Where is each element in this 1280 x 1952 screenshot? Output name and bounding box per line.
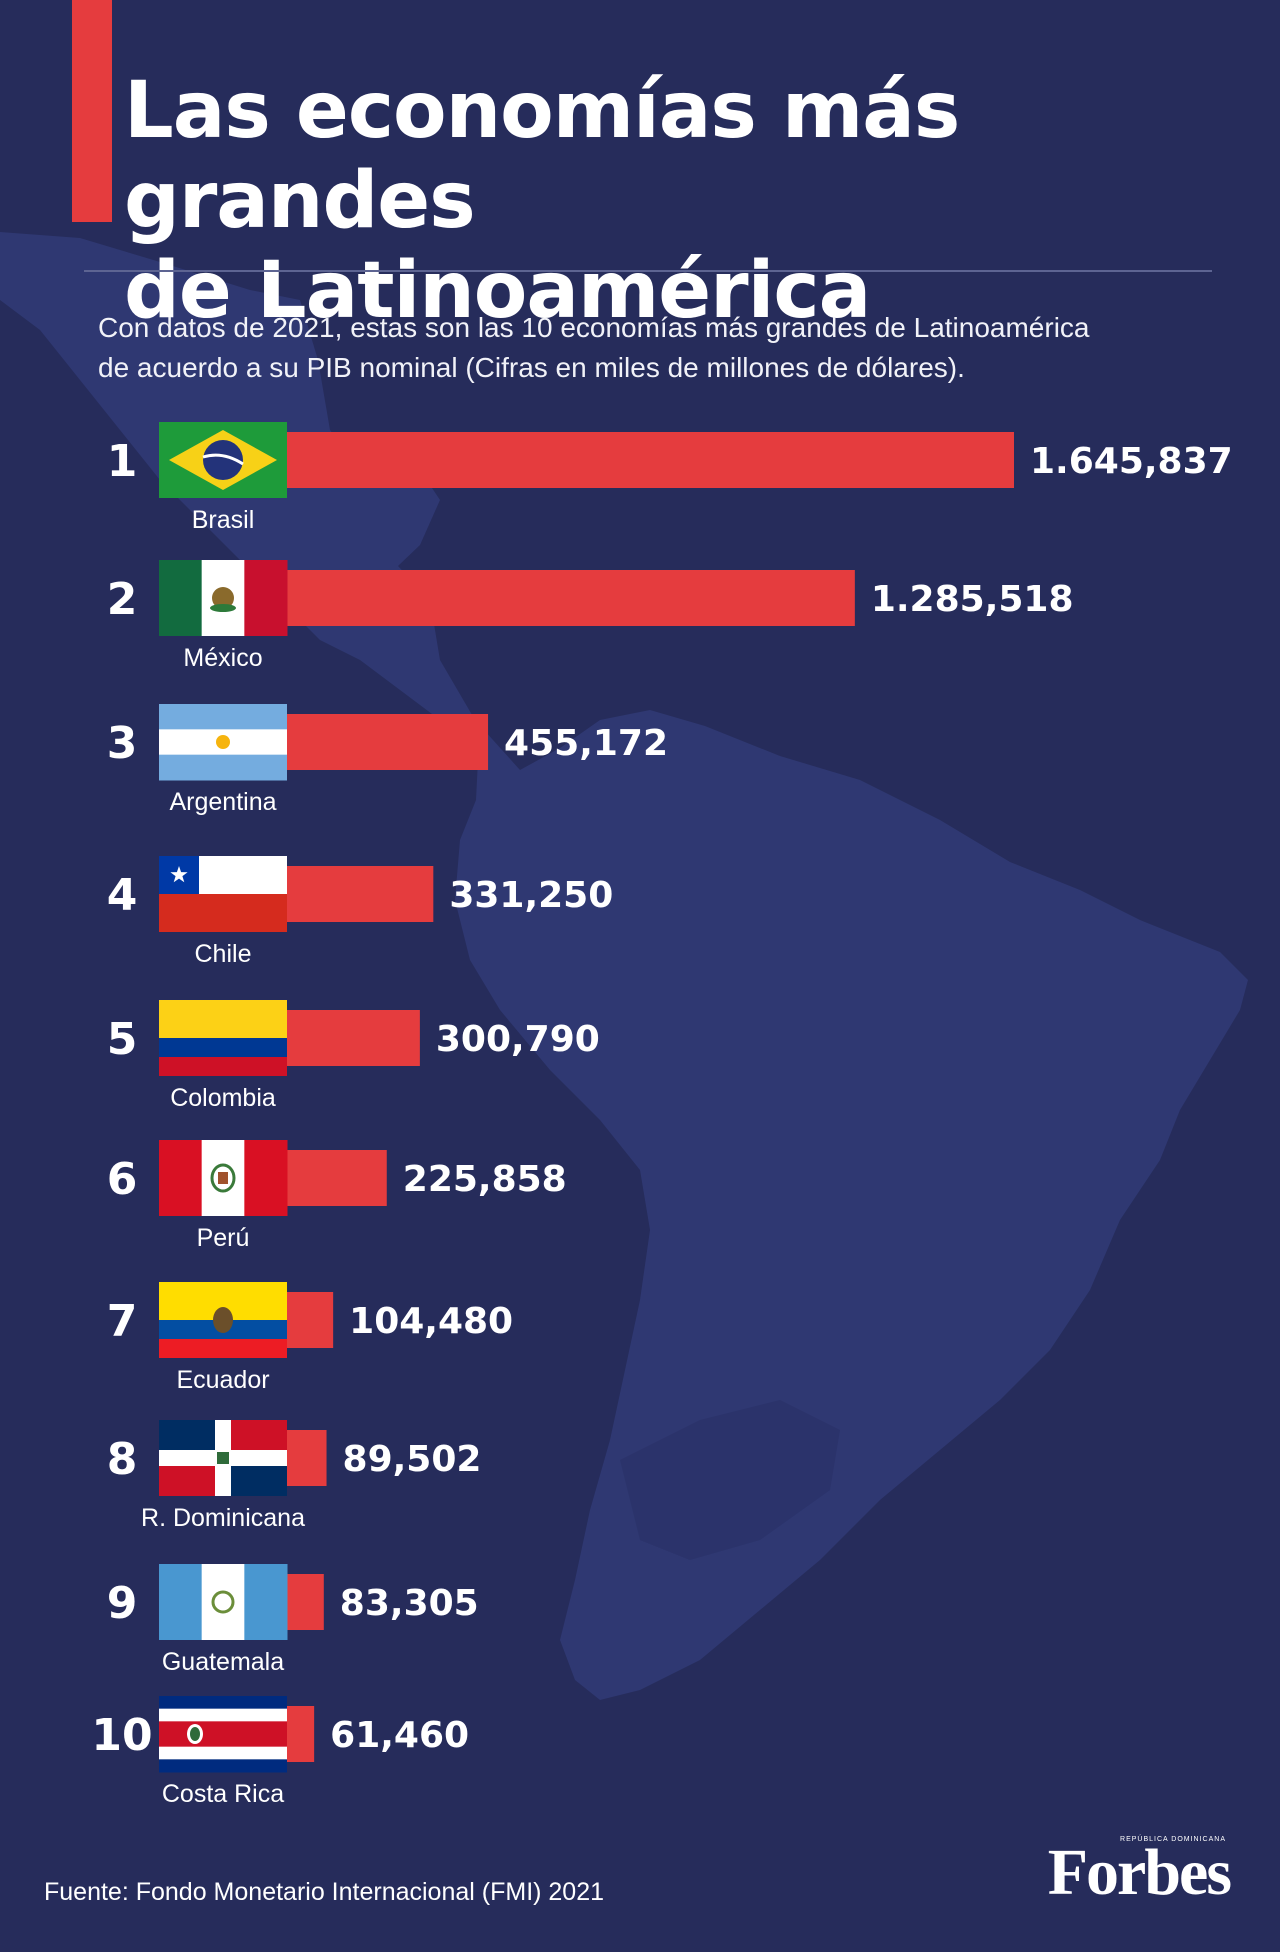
country-label: R. Dominicana (141, 1504, 305, 1532)
argentina-flag-icon (159, 704, 287, 781)
title-accent-bar (72, 0, 112, 222)
value-label: 300,790 (436, 1019, 600, 1060)
title-divider (84, 270, 1212, 272)
chart-row: 1 1.645,837 Brasil (107, 422, 1233, 534)
rank-label: 1 (107, 436, 138, 487)
subtitle-line-2: de acuerdo a su PIB nominal (Cifras en m… (98, 352, 965, 383)
bar (287, 1430, 327, 1486)
country-label: Guatemala (162, 1648, 284, 1676)
bar (287, 714, 489, 770)
bar (287, 866, 434, 922)
bar (287, 570, 855, 626)
forbes-logo: REPÚBLICA DOMINICANA Forbes (1047, 1836, 1232, 1909)
costa-rica-flag-icon (159, 1696, 287, 1773)
country-label: Chile (195, 940, 252, 968)
brand-wordmark: Forbes (1047, 1836, 1232, 1909)
rank-label: 6 (107, 1154, 138, 1205)
chart-row: 2 1.285,518 México (107, 560, 1074, 672)
rank-label: 8 (107, 1434, 138, 1485)
title-line-1: Las economías más grandes (124, 66, 960, 246)
colombia-flag-icon (159, 1000, 287, 1076)
rank-label: 7 (107, 1296, 138, 1347)
country-label: Brasil (192, 506, 255, 534)
value-label: 225,858 (403, 1159, 567, 1200)
value-label: 331,250 (449, 875, 613, 916)
chart-row: 9 83,305 Guatemala (107, 1564, 479, 1676)
guatemala-flag-icon (159, 1564, 288, 1640)
rank-label: 9 (107, 1578, 138, 1629)
dominican-republic-flag-icon (159, 1420, 287, 1496)
brazil-flag-icon (159, 422, 287, 498)
chart-row: 8 89,502 R. Dominicana (107, 1420, 482, 1532)
chart-row: 5 300,790 Colombia (107, 1000, 600, 1112)
brand-edition: REPÚBLICA DOMINICANA (1120, 1836, 1226, 1843)
chart-row: 6 225,858 Perú (107, 1140, 567, 1252)
country-label: Costa Rica (162, 1780, 284, 1808)
country-label: Ecuador (176, 1366, 269, 1394)
bar (287, 1292, 334, 1348)
page-title: Las economías más grandes de Latinoaméri… (124, 66, 1244, 336)
chile-flag-icon (159, 856, 287, 932)
chart-row: 7 104,480 Ecuador (107, 1282, 513, 1394)
country-label: Argentina (169, 788, 276, 816)
chart-subtitle: Con datos de 2021, estas son las 10 econ… (98, 308, 1198, 388)
country-label: Perú (197, 1224, 250, 1252)
bar (287, 1010, 420, 1066)
ecuador-flag-icon (159, 1282, 287, 1358)
rank-label: 10 (91, 1710, 152, 1761)
mexico-flag-icon (159, 560, 288, 636)
source-note: Fuente: Fondo Monetario Internacional (F… (44, 1878, 605, 1906)
bar (287, 1150, 387, 1206)
value-label: 61,460 (330, 1715, 469, 1756)
title-line-2: de Latinoamérica (124, 246, 871, 336)
rank-label: 2 (107, 574, 138, 625)
value-label: 83,305 (340, 1583, 479, 1624)
value-label: 89,502 (343, 1439, 482, 1480)
bar (287, 1706, 315, 1762)
value-label: 104,480 (349, 1301, 513, 1342)
bar (287, 1574, 324, 1630)
value-label: 1.285,518 (871, 579, 1074, 620)
country-label: México (183, 644, 262, 672)
bar (287, 432, 1014, 488)
rank-label: 4 (107, 870, 138, 921)
chart-row: 10 61,460 Costa Rica (91, 1696, 469, 1808)
value-label: 455,172 (504, 723, 668, 764)
chart-row: 3 455,172 Argentina (107, 704, 668, 816)
rank-label: 5 (107, 1014, 138, 1065)
subtitle-line-1: Con datos de 2021, estas son las 10 econ… (98, 312, 1090, 343)
chart-row: 4 331,250 Chile (107, 856, 613, 968)
rank-label: 3 (107, 718, 138, 769)
peru-flag-icon (159, 1140, 288, 1216)
country-label: Colombia (170, 1084, 276, 1112)
value-label: 1.645,837 (1030, 441, 1233, 482)
